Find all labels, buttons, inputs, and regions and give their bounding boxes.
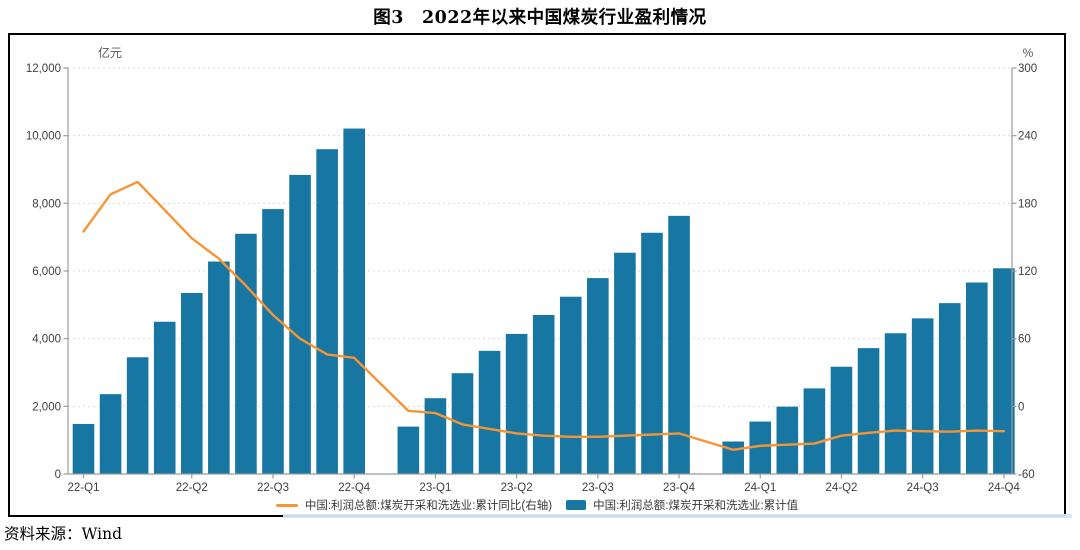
left-axis-unit: 亿元: [98, 45, 122, 60]
left-tick-label: 6,000: [32, 266, 61, 278]
bar: [938, 303, 961, 474]
legend-item-line: 中国:利润总额:煤炭开采和洗选业:累计同比(右轴): [275, 497, 553, 513]
x-tick-label: 24-Q3: [907, 482, 939, 494]
source-note: 资料来源：Wind: [4, 522, 122, 544]
x-tick-label: 23-Q4: [663, 482, 696, 494]
bar: [505, 333, 528, 474]
bar: [884, 333, 907, 474]
right-tick-label: 120: [1018, 266, 1037, 278]
bar: [316, 149, 338, 474]
axes: 0 2,000 4,000 6,000 8,000 10,000 12,000 -60 0 60 1…: [26, 63, 1037, 494]
bar: [668, 215, 690, 474]
bar: [289, 174, 311, 474]
source-text: 资料来源：Wind: [4, 525, 123, 543]
x-tick-label: 24-Q2: [825, 482, 857, 494]
bar: [993, 268, 1015, 474]
right-tick-label: 180: [1018, 198, 1037, 210]
bar: [966, 282, 988, 474]
right-tick-label: 60: [1018, 334, 1031, 346]
bar: [749, 421, 772, 474]
x-tick-label: 24-Q1: [744, 482, 776, 494]
x-tick-label: 23-Q3: [582, 482, 614, 494]
legend-item-bar: 中国:利润总额:煤炭开采和洗选业:累计值: [566, 497, 798, 513]
bar: [559, 296, 582, 474]
left-tick-label: 8,000: [32, 198, 61, 210]
right-tick-label: 240: [1018, 131, 1037, 143]
bar: [343, 128, 365, 474]
bar: [397, 426, 420, 474]
x-tick-label: 22-Q4: [338, 482, 371, 494]
bar: [72, 423, 95, 474]
bar: [641, 232, 663, 474]
right-tick-label: 300: [1018, 63, 1037, 75]
bar: [614, 252, 636, 474]
right-tick-label: -60: [1018, 469, 1035, 481]
left-tick-label: 0: [55, 469, 61, 481]
legend-line-label: 中国:利润总额:煤炭开采和洗选业:累计同比(右轴): [304, 500, 553, 512]
bar: [911, 318, 934, 474]
bar: [587, 278, 609, 474]
left-tick-label: 4,000: [32, 334, 61, 346]
x-tick-label: 23-Q2: [501, 482, 533, 494]
bars-series: [72, 128, 1015, 474]
page-title: 图3 2022年以来中国煤炭行业盈利情况: [373, 8, 707, 28]
bar: [478, 350, 501, 474]
bar: [262, 209, 284, 474]
right-axis-unit: %: [1023, 46, 1034, 60]
legend-bar-label: 中国:利润总额:煤炭开采和洗选业:累计值: [593, 500, 799, 512]
bar: [424, 398, 447, 474]
left-tick-label: 10,000: [26, 131, 61, 143]
bar: [830, 366, 853, 474]
x-tick-label: 22-Q3: [257, 482, 289, 494]
bar: [532, 314, 555, 474]
bar: [99, 394, 122, 474]
x-tick-label: 23-Q1: [419, 482, 451, 494]
x-tick-label: 22-Q2: [176, 482, 208, 494]
bar: [235, 233, 257, 474]
bar: [208, 261, 230, 474]
bar: [180, 292, 203, 474]
bar: [857, 348, 880, 474]
bar: [803, 388, 826, 474]
x-tick-label: 24-Q4: [988, 482, 1021, 494]
right-tick-label: 0: [1018, 401, 1024, 413]
bar-series-swatch-icon: [566, 500, 587, 510]
chart-frame: 0 2,000 4,000 6,000 8,000 10,000 12,000 -60 0 60 1…: [8, 33, 1066, 517]
left-tick-label: 12,000: [26, 63, 61, 75]
chart-legend: 中国:利润总额:煤炭开采和洗选业:累计同比(右轴) 中国:利润总额:煤炭开采和洗…: [10, 497, 1064, 513]
chart-canvas: 0 2,000 4,000 6,000 8,000 10,000 12,000 -60 0 60 1…: [26, 45, 1037, 494]
profit-line: [82, 180, 1006, 451]
line-series-swatch-icon: [275, 503, 298, 507]
left-tick-label: 2,000: [32, 401, 61, 413]
x-tick-label: 22-Q1: [68, 482, 100, 494]
bar: [776, 406, 799, 474]
selection-highlight-strip: [283, 514, 1072, 518]
bar: [126, 357, 149, 474]
bar: [153, 321, 176, 474]
